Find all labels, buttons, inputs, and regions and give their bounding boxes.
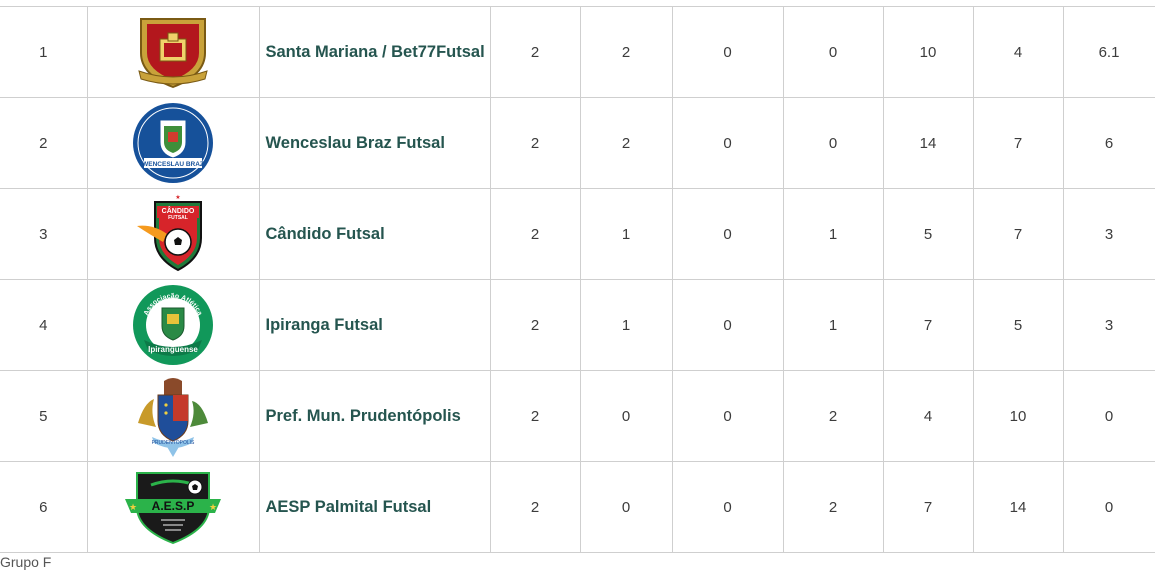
logo-text: CÂNDIDO — [162, 206, 195, 215]
stat-cell: 1 — [579, 188, 673, 280]
stat-cell: 10 — [972, 370, 1064, 462]
stat-cell: 0 — [671, 97, 784, 189]
stat-cell: 0 — [782, 97, 884, 189]
stat-cell: 6.1 — [1062, 6, 1155, 98]
stat-cell: 5 — [882, 188, 974, 280]
stat-cell: 2 — [579, 97, 673, 189]
stat-cell: 0 — [579, 370, 673, 462]
team-name-cell: Cândido Futsal — [258, 188, 491, 280]
team-name-cell: AESP Palmital Futsal — [258, 461, 491, 553]
stat-cell: 6 — [1062, 97, 1155, 189]
stat-cell: 2 — [782, 370, 884, 462]
stat-cell: 2 — [489, 370, 581, 462]
stat-cell: 2 — [782, 461, 884, 553]
stat-cell: 2 — [489, 6, 581, 98]
stat-cell: 0 — [579, 461, 673, 553]
team-logo-cell: PRUDENTÓPOLIS — [86, 370, 260, 462]
team-name-cell: Wenceslau Braz Futsal — [258, 97, 491, 189]
position-cell: 5 — [0, 370, 88, 462]
stat-cell: 2 — [489, 188, 581, 280]
stat-cell: 7 — [972, 188, 1064, 280]
stat-cell: 7 — [882, 279, 974, 371]
svg-text:★: ★ — [129, 503, 137, 513]
stat-cell: 7 — [882, 461, 974, 553]
stat-cell: 3 — [1062, 188, 1155, 280]
position-cell: 1 — [0, 6, 88, 98]
team-logo-cell: CÂNDIDO FUTSAL ★ — [86, 188, 260, 280]
stat-cell: 2 — [489, 461, 581, 553]
logo-text: PRUDENTÓPOLIS — [152, 439, 195, 446]
table-row: 6 A.E.S.P ★ ★ AESP Palmital Futsal 2 — [0, 461, 1155, 553]
team-logo-cell — [86, 6, 260, 98]
team-name-cell: Santa Mariana / Bet77Futsal — [258, 6, 491, 98]
logo-text: WENCESLAU BRAZ — [142, 161, 204, 168]
table-row: 4 Associação Atlética Ipiranguense Ipira… — [0, 279, 1155, 371]
table-row: 3 CÂNDIDO FUTSAL ★ Cândido Futsal 2 1 0 … — [0, 188, 1155, 280]
stat-cell: 0 — [671, 279, 784, 371]
table-row: 1 Santa Mariana / Bet77Futsal 2 2 0 0 10… — [0, 6, 1155, 98]
santa-mariana-crest-icon — [138, 18, 208, 89]
team-name-cell: Pref. Mun. Prudentópolis — [258, 370, 491, 462]
group-label: Grupo F — [0, 554, 52, 570]
stat-cell: 0 — [671, 6, 784, 98]
prudentopolis-crest-icon: PRUDENTÓPOLIS — [138, 378, 208, 457]
stat-cell: 0 — [671, 188, 784, 280]
table-row: 2 WENCESLAU BRAZ Wenceslau Braz Futsal 2… — [0, 97, 1155, 189]
stat-cell: 4 — [972, 6, 1064, 98]
team-logo-cell: Associação Atlética Ipiranguense — [86, 279, 260, 371]
logo-text: A.E.S.P — [152, 499, 195, 513]
team-name-cell: Ipiranga Futsal — [258, 279, 491, 371]
stat-cell: 0 — [782, 6, 884, 98]
stat-cell: 0 — [671, 370, 784, 462]
svg-text:★: ★ — [209, 503, 217, 513]
team-logo-cell: A.E.S.P ★ ★ — [86, 461, 260, 553]
stat-cell: 2 — [489, 279, 581, 371]
stat-cell: 14 — [972, 461, 1064, 553]
team-logo-cell: WENCESLAU BRAZ — [86, 97, 260, 189]
stat-cell: 2 — [579, 6, 673, 98]
stat-cell: 0 — [1062, 461, 1155, 553]
stat-cell: 1 — [782, 188, 884, 280]
position-cell: 2 — [0, 97, 88, 189]
stat-cell: 1 — [782, 279, 884, 371]
candido-futsal-crest-icon: CÂNDIDO FUTSAL ★ — [137, 194, 202, 272]
stat-cell: 14 — [882, 97, 974, 189]
standings-table: 1 Santa Mariana / Bet77Futsal 2 2 0 0 10… — [0, 6, 1155, 553]
position-cell: 6 — [0, 461, 88, 553]
table-row: 5 PRUDENTÓPOLIS Pref. Mun. Prudentópolis… — [0, 370, 1155, 462]
position-cell: 3 — [0, 188, 88, 280]
stat-cell: 0 — [671, 461, 784, 553]
stat-cell: 2 — [489, 97, 581, 189]
wenceslau-braz-crest-icon: WENCESLAU BRAZ — [133, 103, 213, 183]
stat-cell: 4 — [882, 370, 974, 462]
position-cell: 4 — [0, 279, 88, 371]
logo-text: Ipiranguense — [148, 345, 198, 354]
logo-text: FUTSAL — [168, 215, 188, 221]
svg-text:★: ★ — [175, 194, 180, 201]
stat-cell: 5 — [972, 279, 1064, 371]
stat-cell: 10 — [882, 6, 974, 98]
ipiranga-crest-icon: Associação Atlética Ipiranguense — [133, 285, 213, 365]
stat-cell: 1 — [579, 279, 673, 371]
stat-cell: 3 — [1062, 279, 1155, 371]
stat-cell: 7 — [972, 97, 1064, 189]
aesp-palmital-crest-icon: A.E.S.P ★ ★ — [125, 472, 221, 545]
stat-cell: 0 — [1062, 370, 1155, 462]
